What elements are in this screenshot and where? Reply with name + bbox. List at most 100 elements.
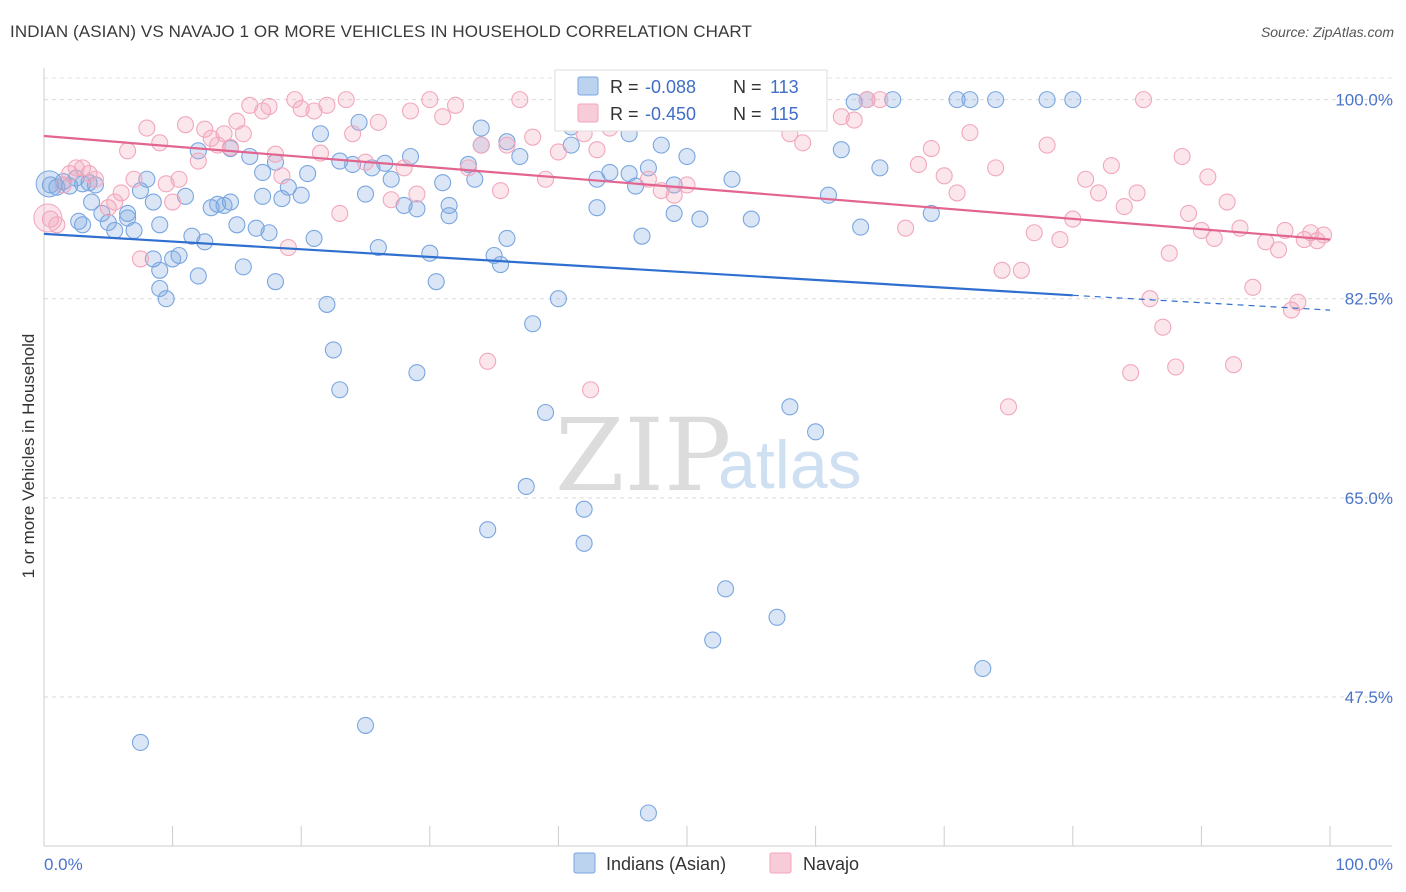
data-point-indians	[48, 178, 66, 196]
data-point-navajo	[524, 128, 542, 146]
data-point-navajo	[491, 182, 510, 200]
data-point-indians	[70, 212, 88, 230]
data-point-indians	[852, 218, 870, 236]
data-point-indians	[678, 147, 696, 166]
data-point-indians	[144, 193, 162, 211]
data-point-indians	[260, 224, 278, 242]
data-point-indians	[427, 273, 445, 291]
data-point-navajo	[157, 175, 175, 193]
bottom-legend-label-navajo: Navajo	[803, 854, 859, 874]
data-point-indians	[691, 210, 709, 228]
data-point-indians	[157, 290, 175, 308]
data-point-indians	[768, 608, 786, 626]
trend-line-navajo	[43, 134, 1331, 241]
data-point-indians	[151, 216, 169, 234]
data-point-indians	[151, 261, 169, 279]
data-point-navajo	[176, 116, 195, 134]
data-point-indians	[254, 187, 272, 205]
data-point-navajo	[1244, 278, 1262, 296]
data-point-navajo	[459, 159, 477, 177]
legend-r-label: R =	[610, 104, 639, 124]
data-point-navajo	[1089, 184, 1108, 202]
data-point-indians	[318, 295, 336, 313]
data-point-navajo	[421, 91, 439, 109]
data-point-indians	[189, 267, 207, 285]
y-tick-label: 47.5%	[1345, 688, 1393, 707]
data-point-navajo	[588, 141, 606, 159]
data-point-navajo	[1025, 224, 1043, 242]
data-point-indians	[536, 403, 555, 422]
legend-n-label: N =	[733, 77, 762, 97]
data-point-navajo	[1295, 231, 1313, 249]
data-point-indians	[987, 91, 1005, 109]
data-point-navajo	[1179, 204, 1198, 222]
data-point-navajo	[382, 191, 400, 209]
data-point-navajo	[1115, 198, 1133, 216]
data-point-indians	[93, 204, 111, 222]
data-point-indians	[254, 163, 272, 181]
legend: R = -0.088 N = 113 R = -0.450 N = 115	[554, 69, 828, 132]
data-point-navajo	[48, 216, 66, 234]
data-point-navajo	[1205, 229, 1223, 247]
data-point-navajo	[1167, 358, 1185, 376]
data-point-indians	[948, 91, 966, 109]
data-point-navajo	[935, 167, 953, 185]
data-point-navajo	[1218, 193, 1236, 211]
data-point-navajo	[292, 100, 310, 118]
data-point-navajo	[549, 143, 567, 161]
data-point-navajo	[41, 210, 59, 228]
data-point-navajo	[80, 165, 98, 183]
data-point-navajo	[1077, 170, 1095, 188]
legend-n-label: N =	[733, 104, 762, 124]
bottom-legend: Indians (Asian) Navajo	[573, 852, 859, 874]
data-point-indians	[189, 142, 207, 160]
data-point-navajo	[86, 170, 104, 188]
data-point-navajo	[897, 219, 915, 237]
legend-n-value-indians: 113	[770, 77, 799, 97]
data-point-indians	[723, 170, 741, 188]
data-point-indians	[41, 176, 59, 194]
data-point-indians	[961, 91, 979, 109]
data-point-indians	[871, 159, 889, 177]
y-tick-label: 65.0%	[1345, 489, 1393, 508]
data-point-navajo	[1270, 241, 1288, 259]
watermark-zip: ZIP	[555, 397, 731, 514]
data-point-navajo	[106, 193, 124, 211]
legend-n-value-navajo: 115	[770, 104, 799, 124]
data-point-indians	[440, 207, 458, 225]
data-point-navajo	[858, 91, 876, 109]
data-point-indians	[324, 341, 342, 359]
data-point-navajo	[99, 199, 117, 217]
data-point-indians	[247, 219, 265, 237]
data-point-indians	[305, 229, 323, 247]
chart-title: INDIAN (ASIAN) VS NAVAJO 1 OR MORE VEHIC…	[10, 22, 752, 41]
data-point-navajo	[273, 167, 291, 185]
data-point-indians	[221, 193, 240, 211]
data-point-indians	[1064, 91, 1082, 109]
data-point-indians	[131, 733, 149, 752]
x-tick-label-left: 0.0%	[44, 855, 83, 874]
source-note: Source: ZipAtlas.com	[1260, 24, 1394, 40]
data-point-indians	[498, 229, 516, 247]
data-point-navajo	[498, 136, 516, 154]
data-point-navajo	[479, 352, 497, 370]
data-point-indians	[138, 170, 156, 188]
data-point-navajo	[536, 170, 555, 188]
bottom-legend-label-indians: Indians (Asian)	[606, 854, 726, 874]
data-point-navajo	[922, 139, 940, 158]
data-point-indians	[382, 170, 400, 188]
data-point-navajo	[131, 250, 149, 268]
data-point-navajo	[987, 159, 1005, 177]
data-point-navajo	[202, 129, 220, 147]
data-point-navajo	[260, 97, 278, 115]
data-point-navajo	[318, 96, 336, 114]
data-point-navajo	[845, 111, 863, 129]
bottom-legend-swatch-navajo	[769, 852, 792, 874]
data-point-navajo	[337, 91, 355, 109]
data-point-navajo	[1051, 231, 1069, 249]
data-point-indians	[517, 477, 535, 496]
data-point-navajo	[112, 184, 130, 202]
data-point-navajo	[434, 108, 452, 126]
data-point-navajo	[395, 159, 413, 177]
trend-line-indians	[43, 232, 1073, 297]
